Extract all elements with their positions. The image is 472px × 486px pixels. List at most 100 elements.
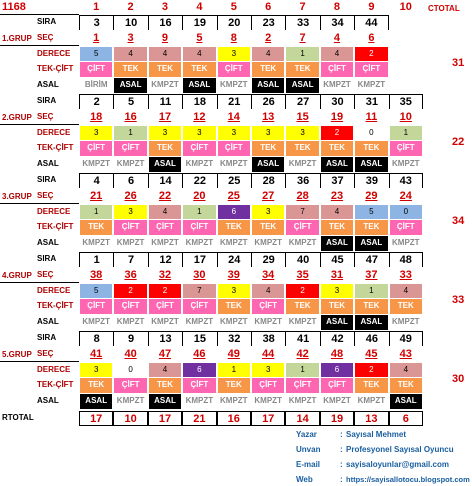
group-ctotal: 22 xyxy=(452,135,465,148)
tekcift-cell: TEK xyxy=(320,299,354,315)
asal-cell: KMPZT xyxy=(320,394,354,409)
asal-cell: KMPZT xyxy=(252,394,285,409)
sec-cell: 28 xyxy=(296,189,309,202)
asal-cell: ASAL xyxy=(252,157,285,172)
sec-cell: 11 xyxy=(365,110,378,123)
column-header: 4 xyxy=(196,1,203,13)
tekcift-cell: ÇİFT xyxy=(320,62,354,78)
sira-cell: 37 xyxy=(319,173,355,188)
asal-cell: ASAL xyxy=(389,394,422,409)
sec-cell: 32 xyxy=(158,268,172,281)
asal-cell: KMPZT xyxy=(217,394,250,409)
asal-cell: KMPZT xyxy=(114,157,147,172)
sec-cell: 31 xyxy=(330,268,344,281)
tekcift-cell: ÇİFT xyxy=(355,62,388,78)
tekcift-cell: ÇİFT xyxy=(183,299,216,315)
tekcift-cell: TEK xyxy=(389,299,422,315)
asal-cell: KMPZT xyxy=(389,157,422,172)
sec-cell: 12 xyxy=(193,110,206,123)
footer-value[interactable]: sayisaloyunlar@gmail.com xyxy=(346,459,449,469)
sira-cell: 11 xyxy=(147,94,183,109)
rtotal-cell: 19 xyxy=(319,411,355,426)
asal-cell: KMPZT xyxy=(80,236,113,251)
sec-cell: 26 xyxy=(124,189,137,202)
tekcift-cell: ÇİFT xyxy=(148,220,182,236)
sira-cell: 24 xyxy=(216,252,251,267)
derece-cell: 3 xyxy=(80,125,113,141)
sira-cell: 10 xyxy=(113,15,148,30)
derece-cell: 6 xyxy=(320,362,354,378)
sira-label: SIRA xyxy=(37,17,57,26)
tekcift-cell: TEK xyxy=(217,378,250,394)
sira-cell: 21 xyxy=(216,94,251,109)
sira-cell: 19 xyxy=(182,15,217,30)
sec-cell: 9 xyxy=(161,31,169,44)
tekcift-cell: ÇİFT xyxy=(252,378,285,394)
underline xyxy=(0,44,79,46)
asal-cell: ASAL xyxy=(355,315,388,330)
asal-cell: KMPZT xyxy=(286,394,319,409)
group-name: 5.GRUP xyxy=(2,349,32,359)
sira-cell: 30 xyxy=(319,94,355,109)
sec-cell: 8 xyxy=(230,31,237,44)
sec-cell: 34 xyxy=(262,268,275,281)
sira-cell: 5 xyxy=(113,94,148,109)
derece-cell: 3 xyxy=(252,204,285,220)
tekcift-cell: TEK xyxy=(320,220,354,236)
derece-cell: 0 xyxy=(389,204,422,220)
tekcift-cell: TEK xyxy=(148,141,182,157)
sec-cell: 1 xyxy=(93,31,100,44)
asal-cell: KMPZT xyxy=(320,78,354,93)
sira-cell: 48 xyxy=(388,252,423,267)
asal-cell: KMPZT xyxy=(389,236,422,251)
tekcift-cell: TEK xyxy=(252,220,285,236)
column-header: 9 xyxy=(368,1,375,13)
tekcift-cell: ÇİFT xyxy=(286,220,319,236)
footer-colon: : xyxy=(340,429,343,439)
rtotal-cell: 16 xyxy=(216,411,251,426)
derece-cell: 0 xyxy=(114,362,147,378)
asal-cell: KMPZT xyxy=(252,315,285,330)
sec-label: SEÇ xyxy=(37,190,54,200)
tekcift-cell: TEK xyxy=(355,378,388,394)
asal-cell: KMPZT xyxy=(355,78,388,93)
derece-cell: 3 xyxy=(217,283,250,299)
sira-cell: 8 xyxy=(79,331,114,346)
derece-cell: 4 xyxy=(389,283,422,299)
rtotal-cell: 6 xyxy=(388,411,423,426)
derece-cell: 1 xyxy=(389,125,422,141)
sira-cell: 29 xyxy=(251,252,286,267)
derece-cell: 1 xyxy=(286,362,319,378)
derece-cell: 2 xyxy=(355,362,388,378)
sec-cell: 49 xyxy=(227,347,240,360)
tekcift-cell: ÇİFT xyxy=(183,220,216,236)
sira-cell: 38 xyxy=(251,331,286,346)
group-name: 2.GRUP xyxy=(2,112,32,122)
sec-cell: 39 xyxy=(227,268,240,281)
sec-cell: 41 xyxy=(90,347,103,360)
sira-cell: 25 xyxy=(216,173,251,188)
derece-cell: 4 xyxy=(183,46,216,62)
footer-value[interactable]: https://sayisallotocu.blogspot.com xyxy=(346,474,470,484)
derece-cell: 4 xyxy=(320,204,354,220)
sec-cell: 7 xyxy=(299,31,306,44)
derece-label: DERECE xyxy=(37,206,71,216)
derece-label: DERECE xyxy=(37,48,71,58)
asal-cell: KMPZT xyxy=(217,315,250,330)
sec-cell: 46 xyxy=(193,347,206,360)
rtotal-cell: 13 xyxy=(354,411,389,426)
derece-cell: 7 xyxy=(183,283,216,299)
asal-cell: KMPZT xyxy=(183,394,216,409)
group-ctotal: 30 xyxy=(452,372,465,385)
sec-label: SEÇ xyxy=(37,348,54,358)
sira-cell: 49 xyxy=(388,331,423,346)
underline xyxy=(0,123,79,125)
asal-cell: ASAL xyxy=(320,315,354,330)
sira-cell: 45 xyxy=(319,252,355,267)
sira-label: SIRA xyxy=(37,175,57,184)
derece-cell: 7 xyxy=(286,204,319,220)
sira-cell: 41 xyxy=(285,331,320,346)
tekcift-cell: TEK xyxy=(148,378,182,394)
tekcift-cell: ÇİFT xyxy=(320,378,354,394)
sec-cell: 14 xyxy=(227,110,240,123)
